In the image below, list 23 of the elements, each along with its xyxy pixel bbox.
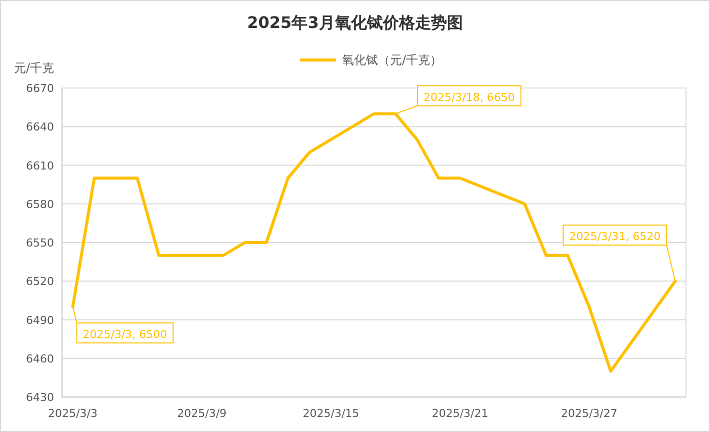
callout: 2025/3/31, 6520 xyxy=(562,224,676,282)
y-tick-label: 6430 xyxy=(26,391,54,404)
callout: 2025/3/18, 6650 xyxy=(395,85,522,114)
x-tick-label: 2025/3/15 xyxy=(302,407,360,420)
annotation: 2025/3/3, 6500 xyxy=(82,328,168,341)
annotation: 2025/3/18, 6650 xyxy=(424,90,515,104)
y-tick-label: 6550 xyxy=(26,236,54,250)
x-tick-label: 2025/3/21 xyxy=(432,407,488,420)
y-tick-label: 6670 xyxy=(26,82,54,95)
x-tick-label: 2025/3/9 xyxy=(177,407,227,420)
callout: 2025/3/3, 6500 xyxy=(72,306,174,344)
x-tick-label: 2025/3/3 xyxy=(48,407,98,420)
annotation: 2025/3/31, 6520 xyxy=(569,230,661,244)
y-tick-label: 6520 xyxy=(26,275,54,288)
y-tick-label: 6490 xyxy=(26,314,54,327)
y-tick-label: 6460 xyxy=(26,352,54,366)
y-tick-label: 6640 xyxy=(26,120,54,134)
y-tick-label: 6610 xyxy=(26,159,54,172)
x-tick-label: 2025/3/27 xyxy=(560,407,618,420)
y-tick-label: 6580 xyxy=(26,198,54,211)
legend-label: 氧化铽（元/千克） xyxy=(342,53,442,67)
chart-title: 2025年3月氧化铽价格走势图 xyxy=(247,13,463,32)
y-axis-title: 元/千克 xyxy=(14,61,54,75)
